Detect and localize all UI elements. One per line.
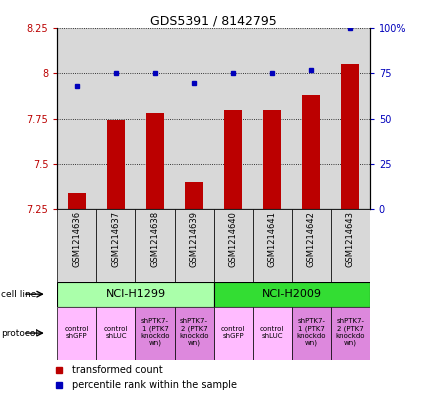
Bar	[185, 182, 203, 209]
Bar	[213, 282, 370, 307]
Text: GSM1214636: GSM1214636	[72, 211, 82, 267]
Text: control
shGFP: control shGFP	[221, 325, 245, 338]
Bar	[331, 28, 370, 209]
Bar	[252, 28, 292, 209]
Text: protocol: protocol	[1, 329, 38, 338]
Bar	[96, 28, 136, 209]
Bar	[107, 121, 125, 209]
Bar	[252, 209, 292, 282]
Text: GSM1214642: GSM1214642	[307, 211, 316, 267]
Text: GSM1214638: GSM1214638	[150, 211, 159, 267]
Bar	[136, 28, 175, 209]
Bar	[96, 209, 136, 282]
Bar	[96, 307, 136, 360]
Title: GDS5391 / 8142795: GDS5391 / 8142795	[150, 14, 277, 27]
Bar	[264, 110, 281, 209]
Bar	[146, 113, 164, 209]
Bar	[57, 28, 96, 209]
Text: shPTK7-
2 (PTK7
knockdo
wn): shPTK7- 2 (PTK7 knockdo wn)	[335, 318, 365, 346]
Text: NCI-H2009: NCI-H2009	[262, 289, 322, 299]
Text: GSM1214643: GSM1214643	[346, 211, 355, 267]
Bar	[292, 209, 331, 282]
Text: shPTK7-
1 (PTK7
knockdo
wn): shPTK7- 1 (PTK7 knockdo wn)	[296, 318, 326, 346]
Bar	[252, 307, 292, 360]
Bar	[175, 28, 213, 209]
Bar	[136, 209, 175, 282]
Text: cell line: cell line	[1, 290, 36, 299]
Bar	[224, 110, 242, 209]
Bar	[292, 307, 331, 360]
Bar	[57, 209, 96, 282]
Bar	[57, 282, 213, 307]
Bar	[175, 307, 213, 360]
Bar	[303, 95, 320, 209]
Text: control
shGFP: control shGFP	[65, 325, 89, 338]
Bar	[292, 28, 331, 209]
Bar	[175, 209, 213, 282]
Bar	[213, 307, 252, 360]
Text: NCI-H1299: NCI-H1299	[105, 289, 165, 299]
Text: GSM1214637: GSM1214637	[111, 211, 120, 267]
Bar	[57, 307, 96, 360]
Text: shPTK7-
1 (PTK7
knockdo
wn): shPTK7- 1 (PTK7 knockdo wn)	[140, 318, 170, 346]
Bar	[213, 209, 252, 282]
Bar	[136, 307, 175, 360]
Bar	[341, 64, 359, 209]
Text: control
shLUC: control shLUC	[104, 325, 128, 338]
Bar	[331, 209, 370, 282]
Bar	[331, 307, 370, 360]
Text: percentile rank within the sample: percentile rank within the sample	[72, 380, 237, 389]
Bar	[213, 28, 252, 209]
Text: shPTK7-
2 (PTK7
knockdo
wn): shPTK7- 2 (PTK7 knockdo wn)	[179, 318, 209, 346]
Text: GSM1214640: GSM1214640	[229, 211, 238, 267]
Text: GSM1214639: GSM1214639	[190, 211, 198, 267]
Text: GSM1214641: GSM1214641	[268, 211, 277, 267]
Bar	[68, 193, 86, 209]
Text: control
shLUC: control shLUC	[260, 325, 284, 338]
Text: transformed count: transformed count	[72, 365, 163, 375]
